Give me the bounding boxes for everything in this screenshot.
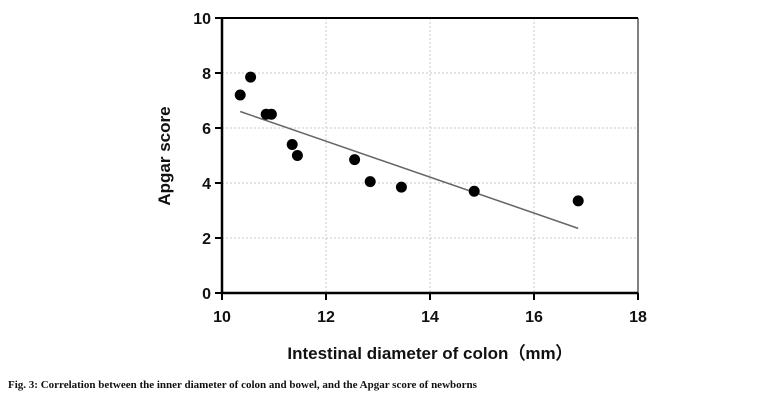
data-point <box>286 139 298 150</box>
y-tick-label: 0 <box>202 286 211 303</box>
y-axis-title: Apgar score <box>155 106 174 205</box>
data-point <box>291 150 303 161</box>
data-point <box>572 195 584 207</box>
data-point <box>265 108 277 120</box>
y-tick-label: 4 <box>202 176 211 193</box>
data-point <box>395 181 407 193</box>
data-point <box>349 154 361 166</box>
grid <box>222 17 639 293</box>
x-tick-label: 16 <box>525 309 543 326</box>
trend-line <box>239 110 579 230</box>
x-tick-label: 18 <box>629 309 647 326</box>
y-tick-label: 8 <box>202 66 211 83</box>
data-point <box>234 89 246 101</box>
axes <box>220 17 639 295</box>
x-tick-label: 14 <box>421 309 439 326</box>
figure-caption: Fig. 3: Correlation between the inner di… <box>8 379 477 391</box>
x-tick-label: 12 <box>317 309 335 326</box>
ticks: 10 12 14 16 18 0 2 4 6 8 10 <box>193 11 647 326</box>
y-tick-label: 6 <box>202 121 211 138</box>
scatter-chart: 10 12 14 16 18 0 2 4 6 8 10 Intestinal diameter of… <box>155 11 647 363</box>
y-tick-label: 2 <box>202 231 211 248</box>
x-tick-label: 10 <box>213 309 231 326</box>
y-tick-label: 10 <box>193 11 211 28</box>
x-axis-title: Intestinal diameter of colon（mm） <box>287 343 572 363</box>
data-point <box>468 185 480 197</box>
data-points <box>234 71 584 207</box>
data-point <box>245 71 257 83</box>
data-point <box>364 176 376 188</box>
